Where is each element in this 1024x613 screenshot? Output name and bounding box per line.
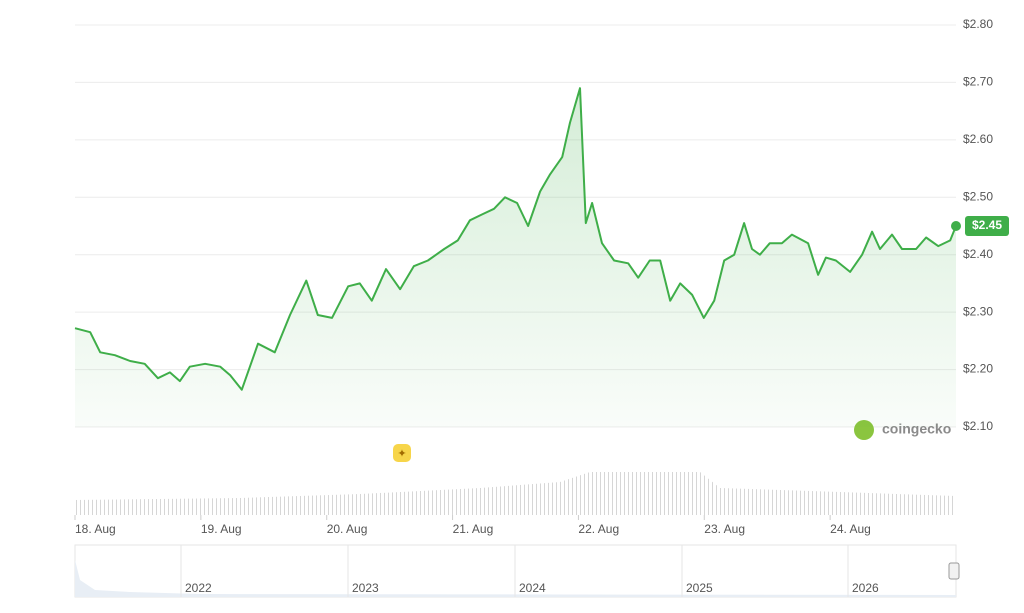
highlight-icon-star: ✦ — [397, 448, 406, 460]
last-point — [951, 221, 961, 231]
price-line — [74, 87, 957, 391]
x-tick-label: 19. Aug — [201, 522, 242, 536]
y-tick-label: $2.20 — [963, 362, 993, 376]
y-tick-label: $2.10 — [963, 419, 993, 433]
x-tick-label: 24. Aug — [830, 522, 871, 536]
navigator-label: 2025 — [686, 581, 713, 595]
x-tick-label: 22. Aug — [578, 522, 619, 536]
y-tick-label: $2.50 — [963, 189, 993, 203]
volume-bars — [75, 472, 956, 515]
y-tick-label: $2.70 — [963, 75, 993, 89]
navigator-series — [75, 560, 956, 597]
y-tick-label: $2.60 — [963, 132, 993, 146]
navigator-label: 2022 — [185, 581, 212, 595]
y-tick-label: $2.40 — [963, 247, 993, 261]
x-tick-label: 23. Aug — [704, 522, 745, 536]
navigator-handle[interactable] — [948, 562, 960, 580]
x-tick-label: 20. Aug — [327, 522, 368, 536]
navigator-label: 2024 — [519, 581, 546, 595]
price-badge — [965, 216, 1009, 236]
x-tick-label: 21. Aug — [453, 522, 494, 536]
navigator-label: 2026 — [852, 581, 879, 595]
y-tick-label: $2.30 — [963, 304, 993, 318]
price-badge-label: $2.45 — [972, 218, 1002, 232]
y-tick-label: $2.80 — [963, 17, 993, 31]
x-tick-label: 18. Aug — [75, 522, 116, 536]
area — [75, 88, 956, 427]
navigator-label: 2023 — [352, 581, 379, 595]
highlight-icon[interactable] — [393, 444, 411, 462]
